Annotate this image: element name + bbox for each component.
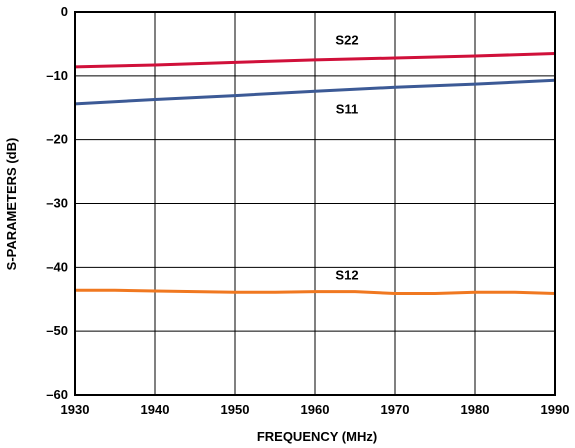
x-tick-label: 1980 [461, 402, 490, 417]
y-tick-label: –50 [46, 323, 68, 338]
x-tick-label: 1990 [541, 402, 570, 417]
x-tick-labels: 1930 1940 1950 1960 1970 1980 1990 [61, 402, 570, 417]
x-tick-label: 1930 [61, 402, 90, 417]
y-tick-label: –40 [46, 259, 68, 274]
y-tick-label: –60 [46, 387, 68, 402]
y-tick-label: 0 [61, 4, 68, 19]
y-axis-label: S-PARAMETERS (dB) [4, 138, 19, 271]
series-line-s22 [74, 52, 556, 69]
series-label-s12: S12 [335, 268, 358, 283]
x-tick-label: 1940 [141, 402, 170, 417]
x-tick-label: 1970 [381, 402, 410, 417]
series-lines [74, 52, 556, 295]
y-tick-label: –10 [46, 68, 68, 83]
grid [75, 12, 555, 395]
series-labels: S22 S11 S12 [335, 33, 358, 283]
series-label-s11: S11 [336, 102, 358, 117]
y-tick-labels: 0 –10 –20 –30 –40 –50 –60 [46, 4, 68, 402]
y-tick-label: –20 [46, 132, 68, 147]
x-tick-label: 1960 [301, 402, 330, 417]
series-line-s12 [75, 288, 556, 295]
x-tick-label: 1950 [221, 402, 250, 417]
plot-frame [74, 11, 556, 396]
x-axis-label: FREQUENCY (MHz) [257, 429, 377, 444]
series-label-s22: S22 [335, 33, 358, 48]
y-tick-label: –30 [46, 196, 68, 211]
series-line-s11 [74, 78, 556, 106]
